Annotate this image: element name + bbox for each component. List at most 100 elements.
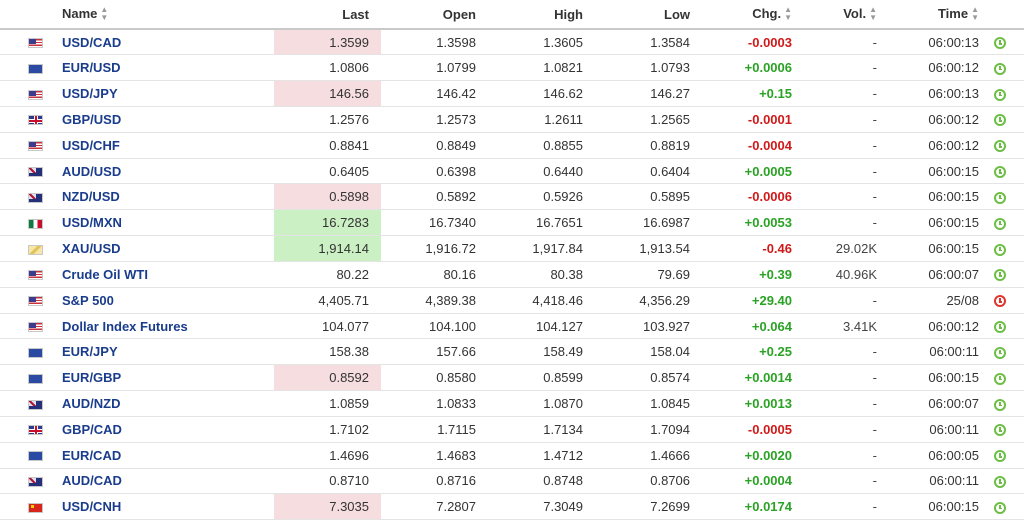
table-row[interactable]: EUR/USD 1.0806 1.0799 1.0821 1.0793 +0.0… (0, 54, 1024, 82)
header-vol[interactable]: Vol. ▲ ▼ (802, 0, 887, 30)
table-row[interactable]: NZD/USD 0.5898 0.5892 0.5926 0.5895 -0.0… (0, 183, 1024, 211)
table-row[interactable]: EUR/CAD 1.4696 1.4683 1.4712 1.4666 +0.0… (0, 442, 1024, 469)
last-price: 104.077 (274, 313, 381, 340)
table-row[interactable]: Dollar Index Futures 104.077 104.100 104… (0, 313, 1024, 340)
change-value: -0.0003 (702, 29, 802, 56)
header-name[interactable]: Name ▲ ▼ (52, 0, 274, 30)
clock-icon (994, 398, 1006, 411)
open-price: 0.5892 (381, 183, 488, 211)
time-value: 06:00:05 (887, 442, 989, 469)
header-chg[interactable]: Chg. ▲ ▼ (702, 0, 802, 30)
instrument-link[interactable]: EUR/CAD (62, 447, 122, 463)
header-open[interactable]: Open (381, 0, 488, 30)
open-price: 1.3598 (381, 29, 488, 56)
instrument-link[interactable]: USD/CAD (62, 34, 122, 50)
instrument-link[interactable]: AUD/CAD (62, 473, 122, 489)
high-price: 0.5926 (488, 183, 595, 211)
table-row[interactable]: USD/MXN 16.7283 16.7340 16.7651 16.6987 … (0, 209, 1024, 237)
high-price: 16.7651 (488, 209, 595, 237)
flag-icon (28, 167, 43, 178)
instrument-link[interactable]: USD/MXN (62, 215, 122, 231)
flag-icon (28, 89, 43, 100)
time-value: 06:00:12 (887, 106, 989, 133)
change-value: -0.0006 (702, 183, 802, 211)
change-value: +0.0020 (702, 442, 802, 469)
instrument-link[interactable]: USD/JPY (62, 86, 118, 102)
table-row[interactable]: EUR/JPY 158.38 157.66 158.49 158.04 +0.2… (0, 338, 1024, 366)
high-price: 1.0870 (488, 390, 595, 417)
table-row[interactable]: USD/CNH 7.3035 7.2807 7.3049 7.2699 +0.0… (0, 493, 1024, 521)
volume-value: - (802, 287, 887, 314)
sort-arrows-icon[interactable]: ▲ ▼ (100, 5, 109, 23)
clock-icon (994, 424, 1006, 437)
sort-arrows-icon[interactable]: ▲ ▼ (869, 5, 877, 23)
clock-cell (989, 54, 1024, 82)
header-time[interactable]: Time ▲ ▼ (887, 0, 989, 30)
instrument-link[interactable]: GBP/USD (62, 111, 122, 127)
table-row[interactable]: AUD/CAD 0.8710 0.8716 0.8748 0.8706 +0.0… (0, 468, 1024, 495)
table-row[interactable]: S&P 500 4,405.71 4,389.38 4,418.46 4,356… (0, 287, 1024, 314)
clock-icon (994, 88, 1006, 101)
instrument-link[interactable]: EUR/GBP (62, 370, 122, 386)
header-high[interactable]: High (488, 0, 595, 30)
time-value: 06:00:12 (887, 54, 989, 82)
header-low[interactable]: Low (595, 0, 702, 30)
low-price: 158.04 (595, 338, 702, 366)
table-row[interactable]: Crude Oil WTI 80.22 80.16 80.38 79.69 +0… (0, 261, 1024, 288)
high-price: 0.8748 (488, 468, 595, 495)
volume-value: - (802, 54, 887, 82)
table-row[interactable]: AUD/USD 0.6405 0.6398 0.6440 0.6404 +0.0… (0, 158, 1024, 185)
open-price: 1.4683 (381, 442, 488, 469)
table-row[interactable]: GBP/CAD 1.7102 1.7115 1.7134 1.7094 -0.0… (0, 416, 1024, 443)
open-price: 0.6398 (381, 158, 488, 185)
flag-icon (28, 192, 43, 203)
instrument-link[interactable]: EUR/JPY (62, 344, 118, 360)
clock-cell (989, 338, 1024, 366)
instrument-link[interactable]: NZD/USD (62, 189, 120, 205)
flag-cell (0, 106, 52, 133)
instrument-link[interactable]: AUD/USD (62, 163, 122, 179)
instrument-link[interactable]: EUR/USD (62, 60, 121, 76)
clock-icon (994, 501, 1006, 514)
instrument-link[interactable]: XAU/USD (62, 241, 121, 257)
instrument-link[interactable]: USD/CNH (62, 499, 122, 515)
volume-value: - (802, 80, 887, 107)
table-row[interactable]: XAU/USD 1,914.14 1,916.72 1,917.84 1,913… (0, 235, 1024, 262)
clock-cell (989, 313, 1024, 340)
clock-icon (994, 450, 1006, 463)
last-price: 1.3599 (274, 29, 381, 56)
volume-value: - (802, 29, 887, 56)
time-value: 06:00:07 (887, 390, 989, 417)
sort-arrows-icon[interactable]: ▲ ▼ (784, 5, 792, 23)
open-price: 1.0799 (381, 54, 488, 82)
open-price: 1.0833 (381, 390, 488, 417)
change-value: +0.25 (702, 338, 802, 366)
instrument-link[interactable]: S&P 500 (62, 292, 114, 308)
high-price: 1.2611 (488, 106, 595, 133)
volume-value: - (802, 106, 887, 133)
clock-cell (989, 287, 1024, 314)
table-row[interactable]: EUR/GBP 0.8592 0.8580 0.8599 0.8574 +0.0… (0, 364, 1024, 392)
last-price: 4,405.71 (274, 287, 381, 314)
header-last[interactable]: Last (274, 0, 381, 30)
clock-cell (989, 261, 1024, 288)
instrument-link[interactable]: Crude Oil WTI (62, 266, 148, 282)
flag-cell (0, 235, 52, 262)
sort-arrows-icon[interactable]: ▲ ▼ (971, 5, 979, 23)
table-row[interactable]: AUD/NZD 1.0859 1.0833 1.0870 1.0845 +0.0… (0, 390, 1024, 417)
time-value: 06:00:15 (887, 158, 989, 185)
table-row[interactable]: USD/CAD 1.3599 1.3598 1.3605 1.3584 -0.0… (0, 29, 1024, 56)
time-value: 06:00:15 (887, 364, 989, 392)
table-row[interactable]: USD/CHF 0.8841 0.8849 0.8855 0.8819 -0.0… (0, 132, 1024, 159)
instrument-link[interactable]: AUD/NZD (62, 396, 121, 411)
open-price: 0.8580 (381, 364, 488, 392)
table-row[interactable]: USD/JPY 146.56 146.42 146.62 146.27 +0.1… (0, 80, 1024, 107)
last-price: 16.7283 (274, 209, 381, 237)
instrument-link[interactable]: Dollar Index Futures (62, 318, 188, 334)
clock-cell (989, 235, 1024, 262)
table-row[interactable]: GBP/USD 1.2576 1.2573 1.2611 1.2565 -0.0… (0, 106, 1024, 133)
flag-icon (28, 141, 43, 152)
instrument-link[interactable]: GBP/CAD (62, 421, 122, 437)
instrument-link[interactable]: USD/CHF (62, 137, 120, 153)
